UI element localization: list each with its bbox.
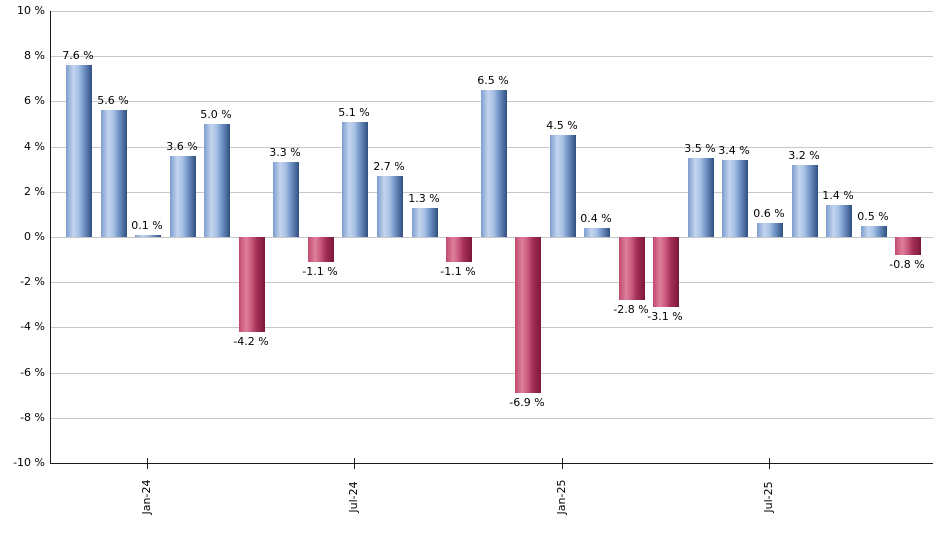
y-axis-tick-label: -10 % (13, 456, 45, 469)
y-axis-tick-label: -6 % (20, 365, 45, 379)
x-axis-tick-label: Jul-24 (347, 481, 360, 513)
y-axis-tick-label: -2 % (20, 275, 45, 289)
bar-positive (722, 160, 748, 237)
bar-value-label: 5.0 % (200, 108, 232, 121)
x-axis-tick (562, 458, 563, 469)
bar-value-label: -1.1 % (302, 265, 338, 278)
bar-positive (342, 121, 368, 237)
bar-positive (826, 205, 852, 237)
x-axis-tick-label: Jan-24 (140, 479, 153, 515)
bar-value-label: 3.2 % (788, 149, 820, 162)
bar-positive (135, 234, 161, 237)
bar-value-label: 4.5 % (546, 119, 578, 132)
x-axis-tick-label: Jul-25 (762, 481, 775, 513)
gridline (51, 327, 933, 328)
bar-value-label: -1.1 % (440, 265, 476, 278)
bar-value-label: 2.7 % (373, 160, 405, 173)
bar-negative (619, 237, 645, 301)
x-axis-tick (769, 458, 770, 469)
y-axis-tick-label: 4 % (24, 139, 45, 153)
bar-positive (861, 225, 887, 237)
gridline (51, 11, 933, 12)
bar-negative (308, 237, 334, 262)
y-axis-tick-label: 0 % (24, 230, 45, 243)
bar-positive (550, 135, 576, 237)
y-axis-tick-label: 2 % (24, 184, 45, 198)
bar-negative (895, 237, 921, 256)
bar-negative (446, 237, 472, 262)
bar-value-label: 1.3 % (408, 192, 440, 205)
bar-negative (239, 237, 265, 332)
bar-positive (101, 110, 127, 237)
bar-positive (757, 223, 783, 237)
bar-value-label: 0.5 % (857, 210, 889, 223)
bar-value-label: -0.8 % (889, 258, 925, 271)
bar-positive (377, 176, 403, 237)
bar-value-label: 3.4 % (718, 144, 750, 157)
bar-value-label: 5.6 % (97, 94, 129, 107)
bar-value-label: 3.3 % (269, 146, 301, 159)
bar-positive (481, 90, 507, 237)
bar-negative (515, 237, 541, 393)
bar-positive (66, 65, 92, 237)
bar-value-label: 6.5 % (477, 74, 509, 87)
x-axis-tick (354, 458, 355, 469)
bar-positive (584, 228, 610, 237)
y-axis-tick-label: 8 % (24, 49, 45, 63)
bar-value-label: -2.8 % (613, 303, 649, 316)
y-axis-tick-label: 6 % (24, 94, 45, 108)
gridline (51, 282, 933, 283)
bar-positive (273, 162, 299, 237)
x-axis-tick-label: Jan-25 (555, 479, 568, 515)
bar-positive (412, 207, 438, 237)
gridline (51, 418, 933, 419)
y-axis-tick-label: -4 % (20, 320, 45, 334)
bar-value-label: 0.6 % (753, 207, 785, 220)
x-axis-tick (147, 458, 148, 469)
bar-value-label: 1.4 % (822, 189, 854, 202)
bar-positive (170, 155, 196, 237)
bar-value-label: 3.6 % (166, 140, 198, 153)
y-axis-tick-label: 10 % (17, 4, 45, 17)
bar-value-label: 7.6 % (62, 49, 94, 62)
y-axis-tick-label: -8 % (20, 410, 45, 424)
bar-negative (653, 237, 679, 308)
bar-value-label: -6.9 % (509, 396, 545, 409)
bar-value-label: 5.1 % (338, 106, 370, 119)
bar-value-label: -4.2 % (233, 335, 269, 348)
bar-value-label: -3.1 % (647, 310, 683, 323)
plot-area (50, 11, 933, 464)
bar-value-label: 3.5 % (684, 142, 716, 155)
gridline (51, 373, 933, 374)
bar-value-label: 0.1 % (131, 219, 163, 232)
bar-value-label: 0.4 % (580, 212, 612, 225)
gridline (51, 56, 933, 57)
gridline (51, 237, 933, 238)
bar-positive (688, 157, 714, 237)
bar-positive (792, 164, 818, 237)
bar-positive (204, 124, 230, 237)
